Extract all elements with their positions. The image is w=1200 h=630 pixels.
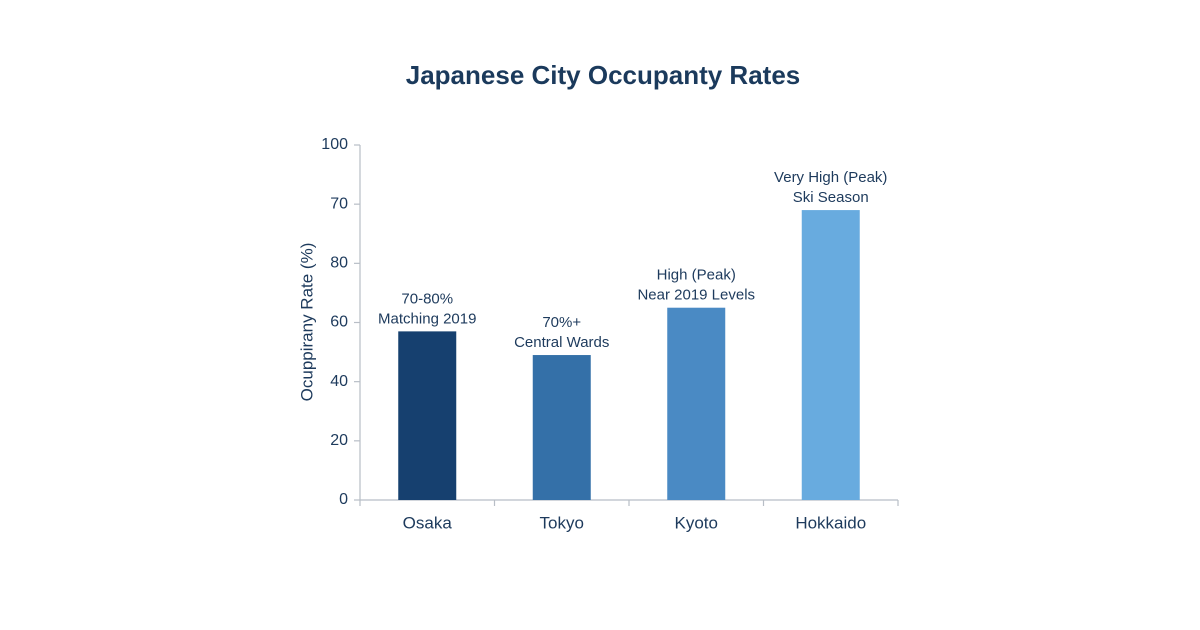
y-tick-label: 40	[330, 373, 348, 390]
bar-annotation: Central Wards	[514, 334, 609, 351]
bar	[801, 210, 860, 501]
y-tick-label: 100	[321, 136, 348, 153]
y-tick-label: 0	[339, 491, 348, 508]
y-tick-label: 60	[330, 314, 348, 331]
bar-annotation: 70-80%	[401, 290, 453, 307]
x-tick-label: Osaka	[403, 513, 453, 532]
bar-annotation: 70%+	[542, 314, 581, 331]
chart-title: Japanese City Occupanty Rates	[406, 60, 801, 90]
bar-annotation: High (Peak)	[657, 267, 736, 284]
bar	[398, 331, 457, 500]
bar-annotation: Very High (Peak)	[774, 169, 887, 186]
y-tick-label: 20	[330, 432, 348, 449]
x-tick-label: Hokkaido	[795, 513, 866, 532]
x-tick-label: Kyoto	[675, 513, 718, 532]
bar	[532, 355, 591, 500]
bar	[667, 307, 726, 500]
bar-annotation: Ski Season	[793, 189, 869, 206]
y-tick-label: 80	[330, 255, 348, 272]
y-axis-label: Ocuppirany Rate (%)	[297, 243, 316, 402]
bar-annotation: Near 2019 Levels	[637, 287, 755, 304]
bar-annotation: Matching 2019	[378, 310, 476, 327]
x-tick-label: Tokyo	[540, 513, 584, 532]
y-tick-label: 70	[330, 195, 348, 212]
